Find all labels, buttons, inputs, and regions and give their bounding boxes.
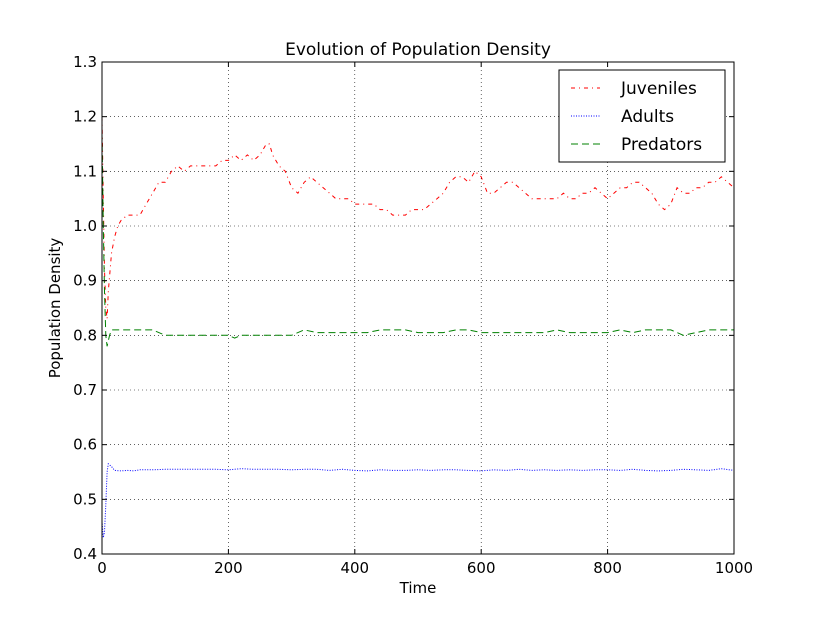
y-tick-label: 1.1 — [73, 162, 97, 180]
x-tick-label: 600 — [467, 559, 496, 577]
legend: Juveniles Adults Predators — [558, 69, 726, 163]
grid-lines — [102, 62, 734, 554]
axis-ticks: 0 200 400 600 800 1000 0.4 0.5 0.6 0.7 0.8 0.9 1.0 1.… — [73, 53, 753, 577]
chart-title: Evolution of Population Density — [285, 40, 551, 60]
series-line-predators — [101, 133, 734, 347]
y-tick-label: 1.3 — [73, 53, 97, 71]
legend-label-adults: Adults — [621, 107, 674, 127]
series-line-adults — [101, 462, 735, 538]
y-tick-label: 0.7 — [73, 381, 97, 399]
y-axis-label: Population Density — [46, 238, 64, 379]
y-tick-label: 0.5 — [73, 490, 97, 508]
x-tick-label: 400 — [340, 559, 369, 577]
y-tick-label: 1.0 — [73, 217, 97, 235]
y-tick-label: 1.2 — [73, 108, 97, 126]
y-tick-label: 0.9 — [73, 272, 97, 290]
x-tick-label: 1000 — [715, 559, 753, 577]
x-tick-label: 800 — [593, 559, 622, 577]
y-tick-label: 0.8 — [73, 326, 97, 344]
series-lines — [101, 116, 735, 538]
legend-label-predators: Predators — [621, 135, 702, 155]
legend-label-juveniles: Juveniles — [620, 79, 697, 99]
x-tick-label: 0 — [97, 559, 107, 577]
y-tick-label: 0.6 — [73, 436, 97, 454]
y-tick-label: 0.4 — [73, 545, 97, 563]
x-tick-label: 200 — [214, 559, 243, 577]
plot-frame — [101, 61, 735, 555]
x-axis-label: Time — [399, 579, 437, 597]
